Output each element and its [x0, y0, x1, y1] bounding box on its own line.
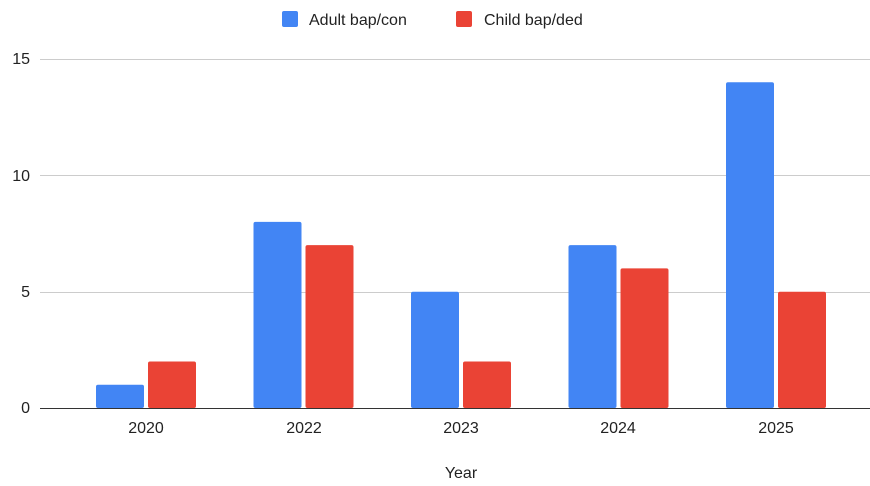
bar-child-2025: [778, 291, 826, 408]
legend-label-child: Child bap/ded: [484, 12, 583, 29]
x-axis-title: Year: [445, 465, 478, 481]
y-tick-label: 0: [21, 400, 30, 417]
legend-swatch-child: [456, 11, 472, 27]
x-tick-label-2024: 2024: [600, 420, 636, 437]
y-axis-tick-labels: 0 5 10 15: [12, 51, 30, 417]
bar-child-2020: [148, 361, 196, 408]
bar-child-2022: [305, 245, 354, 408]
bar-adult-2020: [96, 384, 144, 408]
bar-child-2024: [620, 268, 669, 408]
bar-child-2023: [463, 361, 511, 408]
bar-adult-2023: [411, 291, 459, 408]
bars: [96, 82, 826, 409]
legend-label-adult: Adult bap/con: [309, 12, 407, 29]
legend-swatch-adult: [282, 11, 298, 27]
y-tick-label: 5: [21, 284, 30, 301]
y-tick-label: 10: [12, 168, 30, 185]
bar-adult-2025: [726, 82, 774, 409]
x-tick-label-2020: 2020: [128, 420, 164, 437]
x-tick-label-2025: 2025: [758, 420, 794, 437]
legend: Adult bap/con Child bap/ded: [282, 11, 583, 29]
bar-adult-2022: [253, 221, 302, 408]
x-tick-label-2022: 2022: [286, 420, 322, 437]
y-tick-label: 15: [12, 51, 30, 68]
x-tick-label-2023: 2023: [443, 420, 479, 437]
bar-adult-2024: [568, 245, 617, 408]
x-axis-tick-labels: 2020 2022 2023 2024 2025: [128, 420, 794, 437]
